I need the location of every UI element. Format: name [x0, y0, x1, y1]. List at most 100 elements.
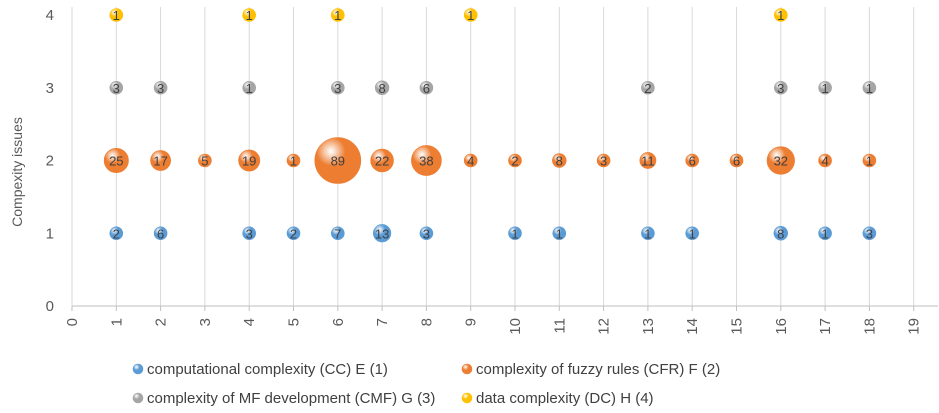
bubble-label: 1 — [821, 226, 828, 241]
bubble — [198, 153, 212, 168]
bubble — [508, 226, 522, 241]
bubble — [639, 152, 657, 169]
bubble — [773, 80, 788, 95]
bubble-label: 1 — [866, 81, 873, 96]
bubble-label: 8 — [777, 226, 784, 241]
bubble — [109, 80, 124, 95]
bubble-label: 1 — [290, 154, 297, 169]
legend-marker — [461, 363, 473, 375]
x-tick-label: 13 — [640, 318, 657, 335]
bubble — [419, 226, 434, 241]
bubble — [773, 226, 788, 241]
bubble — [773, 8, 788, 22]
legend-entry: complexity of MF development (CMF) G (3) — [147, 390, 435, 407]
y-tick-label: 3 — [46, 80, 54, 97]
bubble-label: 19 — [242, 154, 256, 169]
bubble-label: 2 — [290, 226, 297, 241]
bubble — [286, 153, 301, 168]
bubble-label: 2 — [511, 154, 518, 169]
x-tick-label: 0 — [64, 318, 81, 326]
bubble-label: 11 — [641, 154, 655, 169]
bubble — [286, 226, 301, 241]
bubble — [463, 153, 478, 168]
bubble-label: 7 — [334, 226, 341, 241]
bubble — [103, 148, 129, 173]
x-tick-label: 1 — [108, 318, 125, 326]
bubble — [373, 224, 392, 243]
bubble-label: 4 — [821, 154, 828, 169]
bubble-label: 3 — [334, 81, 341, 96]
legend-entry: computational complexity (CC) E (1) — [147, 361, 388, 378]
x-tick-label: 19 — [906, 318, 923, 335]
bubble-label: 8 — [378, 81, 385, 96]
x-tick-label: 7 — [374, 318, 391, 326]
bubble — [641, 226, 655, 241]
bubble — [818, 153, 832, 168]
x-tick-label: 16 — [773, 318, 790, 335]
y-tick-label: 1 — [46, 225, 54, 242]
y-tick-label: 4 — [46, 7, 54, 24]
bubble — [552, 153, 567, 168]
x-tick-label: 6 — [330, 318, 347, 326]
x-tick-label: 18 — [861, 318, 878, 335]
legend-marker — [461, 392, 473, 404]
bubble — [150, 150, 171, 171]
bubble-label: 6 — [733, 154, 740, 169]
x-tick-label: 15 — [729, 318, 746, 335]
legend-entry: complexity of fuzzy rules (CFR) F (2) — [476, 361, 720, 378]
bubble — [330, 80, 345, 95]
bubble — [242, 8, 256, 22]
bubble — [242, 226, 256, 241]
bubble — [330, 8, 345, 22]
bubble-label: 6 — [157, 226, 164, 241]
bubble-label: 3 — [866, 226, 873, 241]
bubble-label: 3 — [777, 81, 784, 96]
bubble — [862, 226, 877, 241]
bubble-labels: 2 6 3 2 7 13 3 1 1 1 1 8 1 325 17 5 19 1 89 22 38 4 2 8 3 11 6 6 32 4… — [109, 8, 873, 241]
legend: computational complexity (CC) E (1) compl… — [132, 361, 720, 407]
x-tick-label: 2 — [153, 318, 170, 326]
bubble — [370, 148, 394, 173]
y-tick-label: 2 — [46, 153, 54, 170]
x-tick-label: 11 — [551, 318, 568, 334]
bubble — [685, 153, 700, 168]
bubble — [109, 8, 124, 22]
bubble — [238, 149, 261, 172]
bubble — [314, 137, 362, 184]
bubble — [729, 153, 744, 168]
bubble — [596, 153, 611, 168]
bubble — [862, 80, 877, 95]
bubble-label: 1 — [556, 226, 563, 241]
bubble-label: 32 — [774, 154, 788, 169]
bubble-label: 1 — [467, 8, 474, 23]
bubble — [818, 226, 832, 241]
bubble — [508, 153, 522, 168]
x-tick-label: 12 — [596, 318, 613, 335]
bubbles — [103, 8, 877, 243]
x-tick-label: 9 — [463, 318, 480, 326]
bubble-label: 38 — [419, 154, 433, 169]
bubble — [552, 226, 567, 241]
bubble — [685, 226, 700, 241]
bubble-label: 4 — [467, 154, 474, 169]
bubble-label: 1 — [246, 8, 253, 23]
bubble-label: 3 — [600, 154, 607, 169]
bubble — [766, 146, 795, 175]
x-tick-label: 5 — [286, 318, 303, 326]
bubble — [330, 226, 345, 241]
bubble — [153, 226, 168, 241]
bubble-label: 6 — [423, 81, 430, 96]
bubble-label: 3 — [423, 226, 430, 241]
bubble — [153, 80, 168, 95]
legend-marker — [132, 392, 144, 404]
bubble-label: 13 — [375, 226, 389, 241]
bubble-label: 89 — [331, 154, 345, 169]
x-tick-label: 14 — [684, 318, 701, 335]
bubble — [862, 153, 877, 168]
x-tick-label: 10 — [507, 318, 524, 335]
x-tick-label: 17 — [817, 318, 834, 335]
bubble-label: 2 — [644, 81, 651, 96]
bubble-label: 3 — [157, 81, 164, 96]
